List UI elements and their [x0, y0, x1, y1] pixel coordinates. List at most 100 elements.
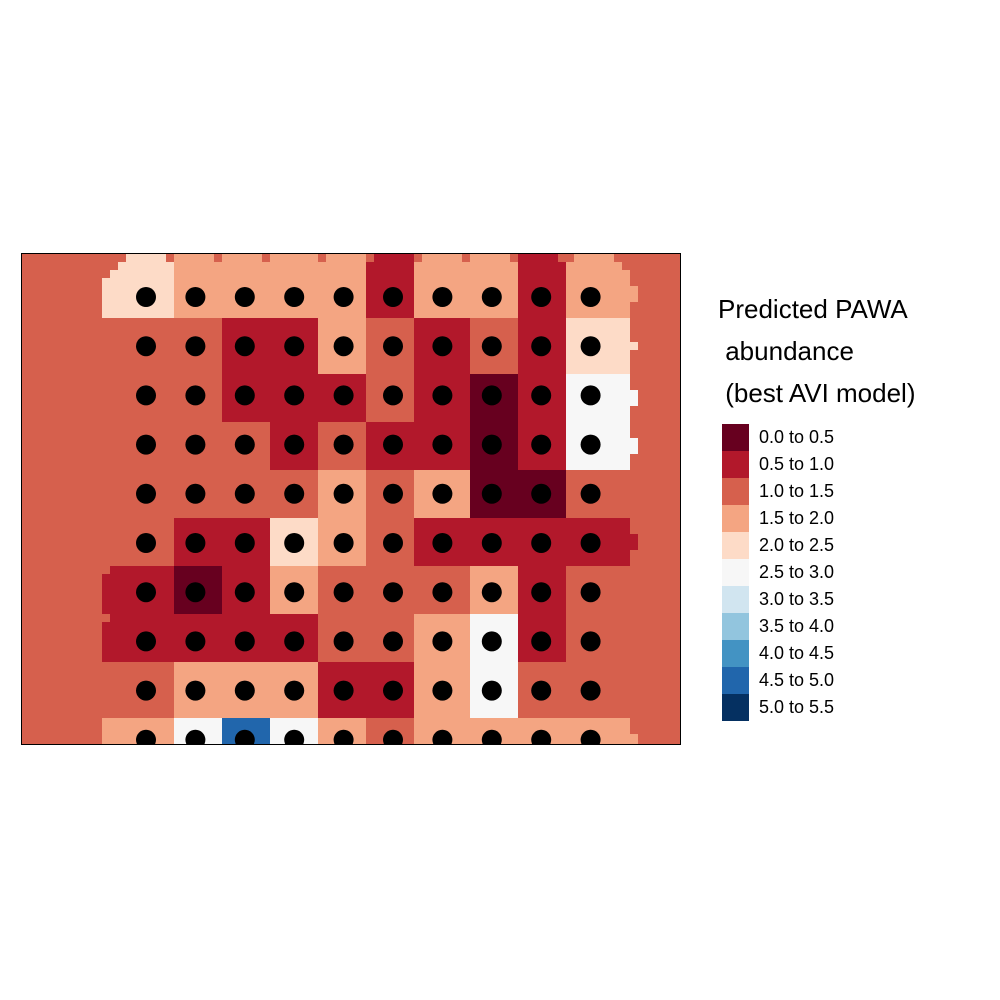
surface-cell	[262, 678, 270, 686]
surface-cell	[326, 510, 334, 518]
surface-cell	[550, 510, 558, 518]
survey-point	[333, 287, 354, 307]
survey-point	[136, 483, 156, 504]
surface-cell	[494, 606, 502, 614]
surface-cell	[206, 638, 214, 646]
surface-cell	[302, 646, 310, 654]
surface-cell	[246, 278, 254, 286]
surface-cell	[558, 550, 566, 558]
surface-cell	[350, 262, 358, 270]
survey-point	[432, 483, 453, 504]
legend-title-line-3: (best AVI model)	[718, 378, 916, 408]
surface-cell	[622, 558, 630, 566]
surface-cell	[566, 334, 574, 342]
surface-cell	[502, 662, 510, 670]
surface-cell	[454, 638, 462, 646]
surface-cell	[566, 518, 574, 526]
surface-cell	[454, 454, 462, 462]
surface-cell	[246, 662, 254, 670]
surface-cell	[246, 654, 254, 662]
surface-cell	[342, 374, 350, 382]
surface-cell	[454, 694, 462, 702]
surface-cell	[286, 454, 294, 462]
surface-cell	[582, 550, 590, 558]
surface-cell	[446, 366, 454, 374]
surface-cell	[134, 598, 142, 606]
surface-cell	[302, 374, 310, 382]
surface-cell	[526, 638, 534, 646]
surface-cell	[302, 654, 310, 662]
surface-cell	[110, 638, 118, 646]
surface-cell	[406, 422, 414, 430]
surface-cell	[542, 382, 550, 390]
survey-point	[136, 336, 156, 357]
surface-cell	[534, 550, 542, 558]
surface-cell	[102, 574, 110, 582]
surface-cell	[486, 574, 494, 582]
surface-cell	[422, 670, 430, 678]
surface-cell	[606, 550, 614, 558]
surface-cell	[310, 518, 318, 526]
surface-cell	[190, 526, 198, 534]
surface-cell	[526, 406, 534, 414]
surface-cell	[230, 294, 238, 302]
surface-cell	[222, 710, 230, 718]
surface-cell	[254, 518, 262, 526]
surface-cell	[438, 502, 446, 510]
surface-cell	[502, 686, 510, 694]
surface-cell	[262, 390, 270, 398]
surface-cell	[566, 278, 574, 286]
surface-cell	[294, 558, 302, 566]
surface-cell	[222, 326, 230, 334]
surface-cell	[598, 254, 606, 262]
surface-cell	[326, 710, 334, 718]
surface-cell	[126, 646, 134, 654]
surface-cell	[158, 630, 166, 638]
surface-cell	[502, 654, 510, 662]
surface-cell	[494, 598, 502, 606]
surface-cell	[294, 406, 302, 414]
survey-point	[383, 483, 403, 504]
surface-cell	[174, 254, 182, 262]
surface-cell	[414, 678, 422, 686]
surface-cell	[182, 550, 190, 558]
surface-cell	[550, 526, 558, 534]
surface-cell	[118, 614, 126, 622]
surface-cell	[262, 406, 270, 414]
surface-cell	[526, 358, 534, 366]
surface-cell	[494, 550, 502, 558]
surface-cell	[454, 678, 462, 686]
surface-cell	[206, 726, 214, 734]
surface-cell	[502, 294, 510, 302]
surface-cell	[238, 654, 246, 662]
surface-cell	[518, 262, 526, 270]
surface-cell	[414, 510, 422, 518]
surface-cell	[214, 678, 222, 686]
surface-cell	[358, 742, 366, 744]
surface-cell	[550, 342, 558, 350]
survey-point	[185, 631, 206, 652]
surface-cell	[478, 654, 486, 662]
surface-cell	[254, 622, 262, 630]
surface-cell	[534, 654, 542, 662]
surface-cell	[542, 262, 550, 270]
surface-cell	[110, 310, 118, 318]
surface-cell	[390, 430, 398, 438]
surface-cell	[446, 262, 454, 270]
surface-cell	[558, 438, 566, 446]
surface-cell	[166, 614, 174, 622]
surface-cell	[534, 558, 542, 566]
surface-cell	[278, 302, 286, 310]
surface-cell	[454, 734, 462, 742]
surface-cell	[550, 558, 558, 566]
legend-label: 3.5 to 4.0	[759, 616, 835, 636]
surface-cell	[422, 502, 430, 510]
surface-cell	[622, 726, 630, 734]
surface-cell	[454, 486, 462, 494]
surface-cell	[486, 518, 494, 526]
surface-cell	[270, 334, 278, 342]
surface-cell	[302, 598, 310, 606]
surface-cell	[110, 590, 118, 598]
surface-cell	[414, 334, 422, 342]
surface-cell	[414, 382, 422, 390]
